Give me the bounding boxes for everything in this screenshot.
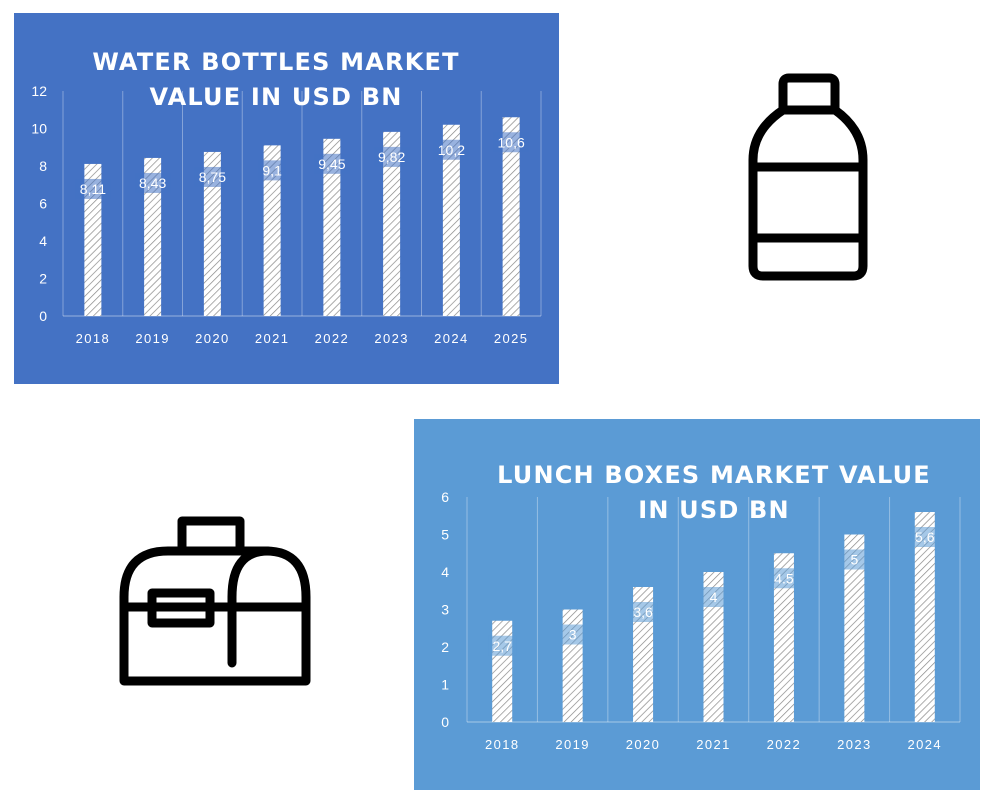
x-tick-label: 2024	[908, 737, 943, 752]
chart-title-line: LUNCH BOXES MARKET VALUE	[497, 461, 931, 489]
x-tick-label: 2022	[315, 331, 350, 346]
data-label-bg	[134, 172, 171, 193]
data-label: 8,11	[80, 181, 106, 197]
data-label-bg	[561, 624, 584, 645]
data-label-bg	[313, 153, 350, 174]
data-label: 10,2	[438, 142, 465, 158]
data-label-bg	[373, 146, 410, 167]
water-bottles-chart: 0 2 4 6 8 10 12 WATER BOTTLES MARKET VALUE IN US…	[14, 13, 559, 384]
x-tick-label: 2021	[255, 331, 290, 346]
y-tick-label: 0	[441, 714, 449, 730]
data-label-bg	[488, 635, 517, 656]
bar-2023	[844, 534, 865, 722]
bar-2019	[144, 157, 162, 316]
chart-title-line: IN USD BN	[638, 496, 790, 524]
data-label-bg	[910, 527, 939, 547]
gridlines	[62, 91, 542, 316]
y-tick-label: 10	[31, 121, 47, 137]
bar-2023	[383, 131, 401, 316]
y-tick-label: 2	[441, 639, 449, 655]
lunch-boxes-chart: 0 1 2 3 4 5 6 LUNCH BOXES MARKET VALUE IN USD BN…	[414, 419, 980, 790]
x-tick-label: 2024	[434, 331, 469, 346]
lunch-box-icon	[118, 515, 312, 689]
x-tick-label: 2022	[767, 737, 802, 752]
data-label: 4.5	[774, 570, 794, 586]
x-tick-label: 2018	[485, 737, 520, 752]
bar-2025	[502, 117, 520, 316]
x-tick-label: 2019	[135, 331, 170, 346]
y-tick-label: 4	[441, 564, 449, 580]
y-tick-label: 1	[441, 677, 449, 693]
x-tick-label: 2018	[76, 331, 111, 346]
bar-2020	[203, 151, 221, 316]
lunch-boxes-chart-svg: 0 1 2 3 4 5 6 LUNCH BOXES MARKET VALUE IN USD BN…	[441, 461, 961, 752]
y-tick-label: 6	[441, 489, 449, 505]
bar-2018	[84, 163, 102, 316]
data-label: 2,7	[492, 638, 512, 654]
x-tick-label: 2023	[837, 737, 872, 752]
bar-2024	[442, 124, 460, 316]
x-tick-label: 2023	[374, 331, 409, 346]
data-label-bg	[843, 549, 866, 570]
data-label-bg	[769, 568, 798, 589]
data-label: 10,6	[498, 134, 525, 150]
y-tick-label: 5	[441, 527, 449, 543]
y-tick-label: 2	[39, 271, 47, 287]
chart-title-line: VALUE IN USD BN	[150, 83, 403, 111]
bar-2022	[323, 138, 341, 316]
water-bottles-chart-svg: 0 2 4 6 8 10 12 WATER BOTTLES MARKET VALUE IN US…	[31, 48, 542, 346]
x-tick-label: 2021	[696, 737, 731, 752]
bar-2021	[263, 145, 281, 316]
y-tick-label: 6	[39, 196, 47, 212]
data-label: 8,43	[139, 175, 166, 191]
x-tick-label: 2020	[626, 737, 661, 752]
data-label-bg	[493, 132, 530, 153]
data-label: 4	[710, 589, 718, 605]
y-tick-label: 12	[31, 83, 47, 99]
x-tick-label: 2025	[494, 331, 529, 346]
x-tick-label: 2020	[195, 331, 230, 346]
data-label: 9,82	[378, 149, 405, 165]
data-label-bg	[629, 602, 658, 622]
bar-2021	[703, 572, 724, 722]
data-label-bg	[702, 587, 725, 607]
x-tick-label: 2019	[555, 737, 590, 752]
data-label-bg	[258, 160, 287, 181]
y-tick-label: 8	[39, 158, 47, 174]
bar-2024	[914, 512, 935, 722]
data-label-bg	[433, 139, 470, 160]
data-label: 5	[850, 552, 858, 568]
y-tick-label: 4	[39, 233, 47, 249]
data-label: 3	[569, 627, 577, 643]
bar-2022	[773, 553, 794, 722]
data-label-bg	[74, 178, 111, 199]
y-tick-label: 0	[39, 308, 47, 324]
gridlines	[466, 497, 961, 722]
chart-title-line: WATER BOTTLES MARKET	[92, 48, 459, 76]
data-label: 5,6	[915, 529, 935, 545]
data-label-bg	[194, 166, 231, 187]
data-label: 3,6	[633, 604, 653, 620]
data-label: 8,75	[199, 169, 226, 185]
water-bottle-icon	[745, 72, 870, 284]
y-tick-label: 3	[441, 602, 449, 618]
data-label: 9,1	[262, 162, 282, 178]
data-label: 9,45	[318, 156, 345, 172]
